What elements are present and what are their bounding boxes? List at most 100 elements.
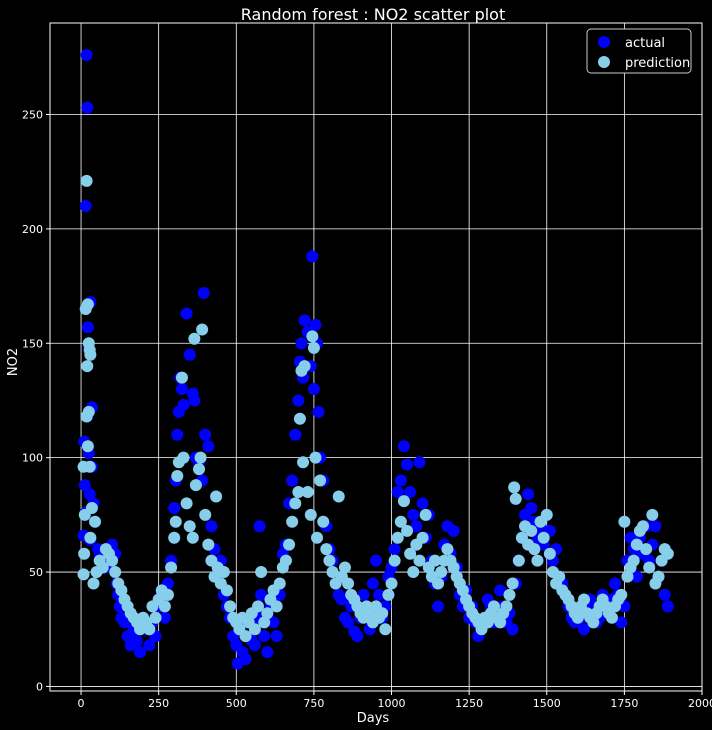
point-prediction <box>447 561 460 574</box>
point-actual <box>391 485 404 498</box>
point-prediction <box>432 577 445 590</box>
legend-marker-prediction <box>598 56 610 68</box>
point-actual <box>177 399 190 412</box>
y-axis-label: NO2 <box>6 348 21 376</box>
point-actual <box>171 428 184 441</box>
point-actual <box>366 577 379 590</box>
point-actual <box>79 200 92 213</box>
point-prediction <box>605 611 618 624</box>
point-prediction <box>630 538 643 551</box>
legend: actual prediction <box>586 28 692 74</box>
point-prediction <box>217 566 230 579</box>
point-prediction <box>509 492 522 505</box>
point-actual <box>404 485 417 498</box>
point-actual <box>630 570 643 583</box>
point-prediction <box>78 547 91 560</box>
chart-title: Random forest : NO2 scatter plot <box>241 5 505 24</box>
point-prediction <box>183 520 196 533</box>
point-prediction <box>186 531 199 544</box>
point-actual <box>83 488 96 501</box>
point-prediction <box>397 495 410 508</box>
point-actual <box>261 646 274 659</box>
point-actual <box>289 428 302 441</box>
point-prediction <box>106 554 119 567</box>
point-prediction <box>193 463 206 476</box>
y-tick-label: 150 <box>22 337 43 350</box>
point-actual <box>258 630 271 643</box>
legend-box <box>586 28 692 74</box>
point-actual <box>615 616 628 629</box>
point-prediction <box>309 451 322 464</box>
point-prediction <box>323 554 336 567</box>
point-prediction <box>224 600 237 613</box>
point-prediction <box>428 554 441 567</box>
point-prediction <box>248 623 261 636</box>
point-prediction <box>239 630 252 643</box>
point-prediction <box>161 588 174 601</box>
point-prediction <box>289 497 302 510</box>
point-prediction <box>210 490 223 503</box>
point-prediction <box>537 531 550 544</box>
point-actual <box>202 440 215 453</box>
point-actual <box>270 630 283 643</box>
point-prediction <box>83 460 96 473</box>
point-actual <box>342 616 355 629</box>
point-actual <box>81 101 94 114</box>
point-actual <box>373 588 386 601</box>
point-prediction <box>273 577 286 590</box>
point-actual <box>295 337 308 350</box>
point-prediction <box>220 584 233 597</box>
point-actual <box>197 286 210 299</box>
legend-label-actual: actual <box>625 36 665 51</box>
point-prediction <box>661 547 674 560</box>
point-prediction <box>379 623 392 636</box>
point-prediction <box>80 174 93 187</box>
y-tick-label: 0 <box>36 680 43 693</box>
point-prediction <box>82 405 95 418</box>
point-prediction <box>652 570 665 583</box>
point-prediction <box>297 456 310 469</box>
point-actual <box>267 616 280 629</box>
point-actual <box>494 584 507 597</box>
point-prediction <box>571 611 584 624</box>
point-prediction <box>158 600 171 613</box>
point-prediction <box>627 554 640 567</box>
point-actual <box>134 646 147 659</box>
point-prediction <box>96 561 109 574</box>
point-prediction <box>189 479 202 492</box>
point-prediction <box>487 600 500 613</box>
point-actual <box>248 639 261 652</box>
point-prediction <box>435 566 448 579</box>
point-prediction <box>382 588 395 601</box>
point-actual <box>239 652 252 665</box>
point-prediction <box>77 568 90 581</box>
point-prediction <box>385 577 398 590</box>
point-prediction <box>180 497 193 510</box>
point-actual <box>130 634 143 647</box>
point-prediction <box>320 543 333 556</box>
point-prediction <box>84 348 97 361</box>
y-tick-label: 250 <box>22 109 43 122</box>
point-actual <box>370 554 382 567</box>
y-tick-label: 100 <box>22 452 43 465</box>
point-prediction <box>270 600 283 613</box>
point-actual <box>253 520 266 533</box>
point-prediction <box>376 607 389 620</box>
legend-marker-actual <box>598 36 610 48</box>
point-actual <box>410 520 423 533</box>
point-prediction <box>252 600 265 613</box>
point-prediction <box>169 515 182 528</box>
point-prediction <box>171 469 184 482</box>
point-actual <box>255 588 268 601</box>
point-prediction <box>646 508 659 521</box>
point-actual <box>199 428 212 441</box>
point-actual <box>351 630 364 643</box>
point-actual <box>292 394 305 407</box>
series-prediction <box>77 174 674 643</box>
point-prediction <box>419 508 432 521</box>
point-actual <box>447 524 460 537</box>
point-prediction <box>304 508 317 521</box>
point-prediction <box>168 531 181 544</box>
